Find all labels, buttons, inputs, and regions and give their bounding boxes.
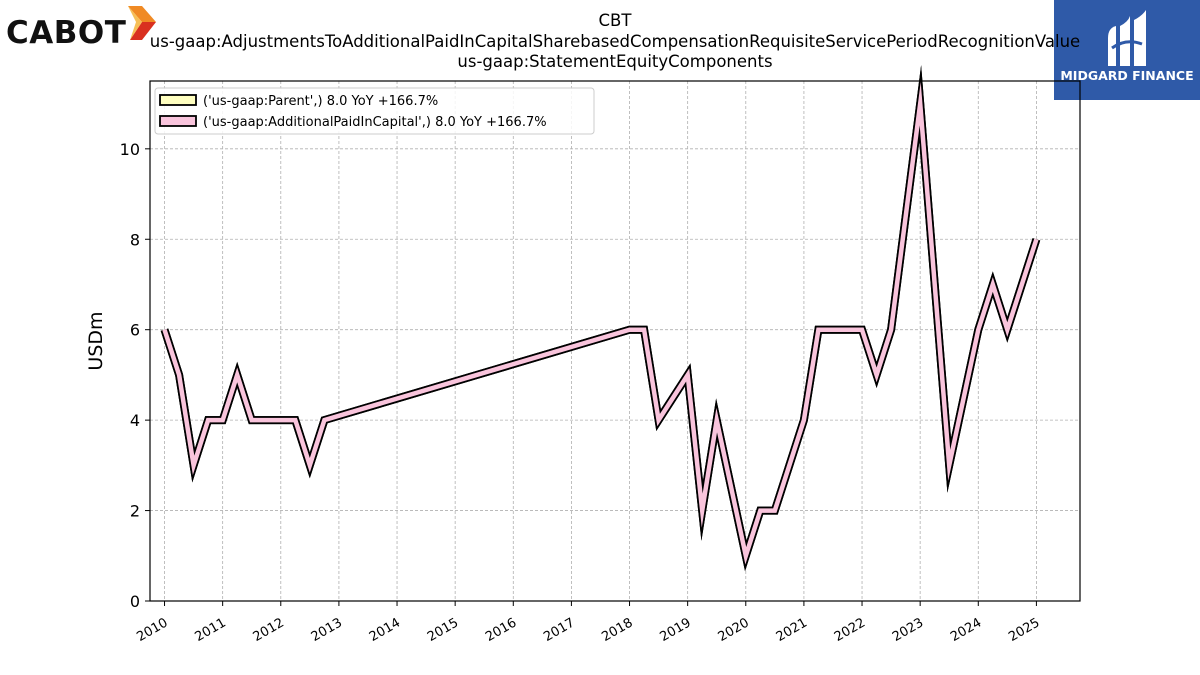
- series-1-line: [162, 81, 1039, 565]
- x-tick-label: 2021: [774, 615, 810, 645]
- series-lines: [160, 65, 1041, 572]
- legend-box: [154, 87, 595, 135]
- cabot-logo-text: CABOT: [6, 15, 127, 51]
- y-tick-label: 8: [130, 230, 140, 249]
- chart-subtitle-line-2: us-gaap:StatementEquityComponents: [457, 52, 773, 71]
- y-tick-label: 0: [130, 592, 140, 611]
- x-tick-label: 2016: [483, 615, 519, 645]
- x-tick-label: 2020: [716, 615, 752, 645]
- legend-swatch-1: [159, 115, 197, 127]
- legend-label-0: ('us-gaap:Parent',) 8.0 YoY +166.7%: [203, 94, 438, 109]
- x-tick-label: 2012: [251, 615, 287, 645]
- x-tick-label: 2011: [192, 615, 228, 645]
- x-tick-label: 2014: [367, 615, 403, 645]
- midgard-finance-logo: MIDGARD FINANCE: [1054, 0, 1200, 100]
- y-tick-label: 4: [130, 411, 140, 430]
- legend-label-1: ('us-gaap:AdditionalPaidInCapital',) 8.0…: [203, 115, 547, 130]
- y-axis-ticks: 0 2 4 6 8 10: [120, 140, 150, 611]
- x-tick-label: 2013: [309, 615, 345, 645]
- x-tick-label: 2019: [657, 615, 693, 645]
- x-tick-label: 2010: [134, 615, 170, 645]
- x-tick-label: 2017: [541, 615, 577, 645]
- chart-subtitle-line-1: us-gaap:AdjustmentsToAdditionalPaidInCap…: [149, 32, 1081, 51]
- series-1: [160, 65, 1041, 572]
- plot-frame: [149, 80, 1081, 602]
- midgard-logo-text: MIDGARD FINANCE: [1060, 68, 1194, 83]
- cabot-logo-mark-icon: [128, 6, 156, 40]
- x-tick-label: 2025: [1006, 615, 1042, 645]
- y-axis-label: USDm: [85, 311, 107, 370]
- cabot-logo: CABOT: [4, 6, 158, 50]
- y-tick-label: 6: [130, 321, 140, 340]
- x-tick-label: 2022: [832, 615, 868, 645]
- midgard-logo-mark-icon: [1108, 10, 1146, 66]
- chart-title: CBT: [598, 11, 632, 30]
- legend-swatch-0: [159, 94, 197, 106]
- y-tick-label: 10: [120, 140, 140, 159]
- legend: ('us-gaap:Parent',) 8.0 YoY +166.7% ('us-…: [154, 87, 595, 135]
- x-tick-label: 2015: [425, 615, 461, 645]
- x-tick-label: 2023: [890, 615, 926, 645]
- y-tick-label: 2: [130, 502, 140, 521]
- x-tick-label: 2018: [599, 615, 635, 645]
- x-axis-ticks: 2010 2011 2012 2013 2014 2015 2016 2017 2018 2019…: [134, 601, 1042, 645]
- x-tick-label: 2024: [948, 615, 984, 645]
